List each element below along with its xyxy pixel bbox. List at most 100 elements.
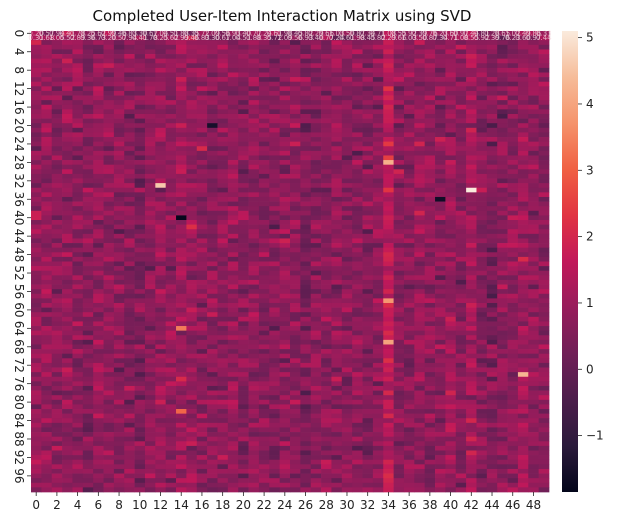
heatmap-cell (517, 243, 529, 249)
heatmap-cell (528, 81, 539, 87)
heatmap-cell (352, 367, 363, 373)
heatmap-cell (310, 229, 322, 235)
heatmap-cell (310, 196, 322, 202)
heatmap-cell (196, 335, 208, 341)
heatmap-cell (72, 173, 84, 179)
heatmap-cell (393, 330, 405, 336)
heatmap-cell (466, 422, 477, 428)
heatmap-cell (248, 381, 260, 387)
heatmap-cell (300, 270, 312, 276)
heatmap-cell (310, 404, 322, 410)
heatmap-cell (217, 468, 229, 474)
heatmap-cell (176, 409, 187, 414)
heatmap-cell (435, 137, 446, 142)
heatmap-cell (466, 455, 477, 461)
heatmap-cell (362, 376, 374, 382)
heatmap-cell (207, 160, 218, 166)
heatmap-cell (279, 482, 291, 488)
heatmap-cell (507, 413, 519, 419)
heatmap-cell (403, 220, 415, 225)
heatmap-cell (455, 316, 467, 322)
heatmap-cell (445, 49, 457, 55)
heatmap-cell (507, 141, 519, 147)
heatmap-cell (227, 49, 239, 55)
heatmap-cell (424, 252, 436, 258)
heatmap-cell (144, 113, 156, 119)
heatmap-cell (207, 450, 218, 456)
heatmap-cell (383, 362, 394, 368)
heatmap-cell (186, 422, 198, 428)
heatmap-cell (466, 349, 477, 355)
heatmap-cell (176, 210, 187, 216)
heatmap-cell (134, 478, 146, 484)
heatmap-cell (352, 247, 363, 253)
heatmap-cell (238, 418, 249, 424)
heatmap-cell (435, 404, 446, 410)
heatmap-cell (300, 427, 312, 433)
heatmap-cell (51, 358, 63, 364)
heatmap-cell (352, 67, 363, 73)
heatmap-cell (248, 113, 260, 119)
heatmap-cell (486, 445, 498, 451)
heatmap-cell (341, 252, 353, 258)
heatmap-cell (476, 390, 488, 396)
heatmap-cell (403, 326, 415, 331)
heatmap-cell (372, 58, 384, 64)
heatmap-cell (207, 192, 218, 198)
heatmap-cell (41, 67, 53, 73)
heatmap-cell (310, 372, 322, 378)
heatmap-cell (486, 118, 498, 124)
heatmap-cell (196, 224, 208, 230)
heatmap-cell (528, 279, 539, 285)
heatmap-cell (455, 284, 467, 290)
heatmap-cell (528, 178, 539, 184)
heatmap-cell (290, 210, 301, 216)
heatmap-cell (497, 137, 508, 142)
heatmap-cell (134, 247, 146, 253)
heatmap-cell (82, 381, 94, 387)
heatmap-cell (186, 376, 198, 382)
heatmap-cell (414, 349, 426, 355)
heatmap-cell (113, 335, 125, 341)
heatmap-cell (393, 459, 405, 465)
heatmap-cell (31, 206, 42, 212)
heatmap-cell (517, 279, 529, 285)
heatmap-cell (258, 385, 270, 391)
heatmap-cell (352, 187, 363, 193)
heatmap-cell (507, 399, 519, 405)
heatmap-cell (113, 298, 125, 304)
heatmap-cell (476, 316, 488, 322)
heatmap-cell (372, 473, 384, 479)
heatmap-cell (486, 141, 498, 147)
heatmap-cell (248, 441, 260, 447)
heatmap-cell (466, 270, 477, 276)
heatmap-cell (258, 238, 270, 244)
heatmap-cell (507, 432, 519, 438)
heatmap-cell (445, 196, 457, 202)
heatmap-cell (341, 418, 353, 424)
heatmap-cell (517, 432, 529, 438)
heatmap-cell (124, 473, 135, 479)
heatmap-cell (93, 372, 104, 378)
heatmap-cell (269, 422, 280, 428)
heatmap-cell (486, 312, 498, 318)
heatmap-cell (144, 137, 156, 142)
heatmap-cell (217, 418, 229, 424)
heatmap-cell (321, 455, 332, 461)
heatmap-cell (455, 132, 467, 138)
heatmap-cell (393, 404, 405, 410)
heatmap-cell (248, 418, 260, 424)
heatmap-cell (31, 109, 42, 115)
heatmap-cell (507, 367, 519, 373)
heatmap-cell (227, 40, 239, 46)
heatmap-cell (207, 132, 218, 138)
heatmap-cell (134, 238, 146, 244)
heatmap-cell (124, 109, 135, 115)
heatmap-cell (103, 413, 115, 419)
heatmap-cell (300, 169, 312, 175)
heatmap-cell (403, 270, 415, 276)
heatmap-cell (466, 252, 477, 258)
heatmap-cell (321, 270, 332, 276)
heatmap-cell (93, 270, 104, 276)
heatmap-cell (372, 113, 384, 119)
